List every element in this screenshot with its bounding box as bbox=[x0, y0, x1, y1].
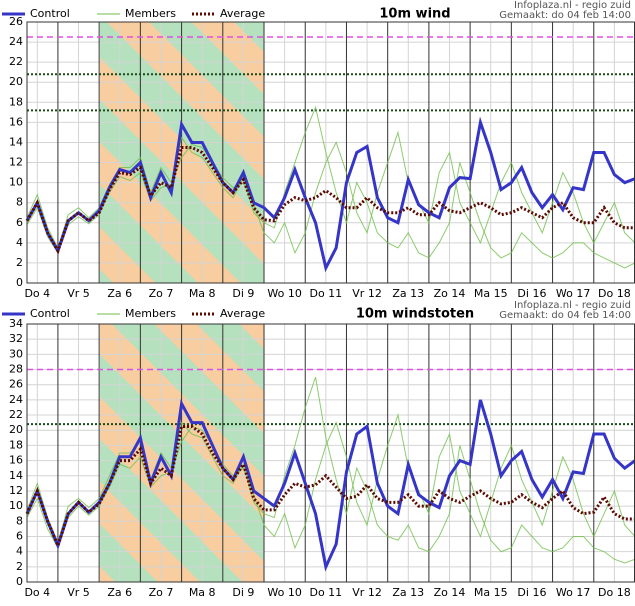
x-tick-label: Zo 7 bbox=[149, 586, 174, 599]
y-tick-label: 18 bbox=[9, 438, 23, 451]
x-tick-label: Di 16 bbox=[517, 287, 546, 300]
x-tick-label: Wo 10 bbox=[267, 586, 301, 599]
y-tick-label: 10 bbox=[9, 499, 23, 512]
x-tick-label: Do 4 bbox=[24, 586, 50, 599]
x-tick-label: Do 11 bbox=[309, 287, 342, 300]
y-tick-label: 16 bbox=[9, 115, 23, 128]
chart-title: 10m wind bbox=[379, 7, 450, 22]
legend-label: Members bbox=[125, 7, 176, 20]
y-tick-label: 24 bbox=[9, 393, 23, 406]
legend-label: Average bbox=[220, 7, 265, 20]
x-tick-label: Do 4 bbox=[24, 287, 50, 300]
x-tick-label: Vr 5 bbox=[67, 287, 90, 300]
y-tick-label: 16 bbox=[9, 454, 23, 467]
x-tick-label: Zo 14 bbox=[434, 586, 466, 599]
y-tick-label: 0 bbox=[16, 575, 23, 588]
x-tick-label: Vr 12 bbox=[352, 287, 382, 300]
x-tick-label: Ma 15 bbox=[474, 287, 508, 300]
chart-title: 10m windstoten bbox=[356, 307, 474, 322]
y-tick-label: 6 bbox=[16, 216, 23, 229]
y-tick-label: 12 bbox=[9, 484, 23, 497]
y-tick-label: 2 bbox=[16, 256, 23, 269]
y-tick-label: 8 bbox=[16, 514, 23, 527]
member-line bbox=[26, 105, 635, 269]
x-tick-label: Ma 8 bbox=[189, 586, 216, 599]
x-tick-label: Za 13 bbox=[392, 586, 424, 599]
y-tick-label: 26 bbox=[9, 15, 23, 28]
y-tick-label: 12 bbox=[9, 156, 23, 169]
y-tick-label: 26 bbox=[9, 378, 23, 391]
x-tick-label: Di 9 bbox=[232, 287, 254, 300]
legend-label: Control bbox=[30, 7, 70, 20]
legend-label: Control bbox=[30, 307, 70, 320]
member-line bbox=[26, 413, 635, 550]
y-tick-label: 4 bbox=[16, 545, 23, 558]
y-tick-label: 14 bbox=[9, 469, 23, 482]
x-tick-label: Do 11 bbox=[309, 586, 342, 599]
y-tick-label: 20 bbox=[9, 75, 23, 88]
y-tick-label: 22 bbox=[9, 55, 23, 68]
y-tick-label: 4 bbox=[16, 236, 23, 249]
x-tick-label: Za 6 bbox=[107, 287, 132, 300]
created-label: Gemaakt: do 04 feb 14:00 bbox=[499, 10, 631, 21]
source-label: Infoplaza.nl - regio zuid bbox=[514, 300, 631, 311]
x-tick-label: Za 6 bbox=[107, 586, 132, 599]
x-tick-label: Ma 8 bbox=[189, 287, 216, 300]
y-tick-label: 28 bbox=[9, 363, 23, 376]
x-tick-label: Di 16 bbox=[517, 586, 546, 599]
x-tick-label: Vr 12 bbox=[352, 586, 382, 599]
legend-label: Average bbox=[220, 307, 265, 320]
x-tick-label: Zo 14 bbox=[434, 287, 466, 300]
y-tick-label: 24 bbox=[9, 35, 23, 48]
created-label: Gemaakt: do 04 feb 14:00 bbox=[499, 310, 631, 321]
series-line bbox=[25, 116, 635, 273]
y-tick-label: 6 bbox=[16, 529, 23, 542]
x-tick-label: Do 18 bbox=[598, 586, 631, 599]
y-tick-label: 8 bbox=[16, 196, 23, 209]
y-tick-label: 10 bbox=[9, 176, 23, 189]
y-tick-label: 0 bbox=[16, 276, 23, 289]
member-line bbox=[26, 130, 635, 255]
y-tick-label: 34 bbox=[9, 317, 23, 330]
y-tick-label: 18 bbox=[9, 95, 23, 108]
x-tick-label: Do 18 bbox=[598, 287, 631, 300]
x-tick-label: Di 9 bbox=[232, 586, 254, 599]
y-tick-label: 20 bbox=[9, 423, 23, 436]
x-tick-label: Ma 15 bbox=[474, 586, 508, 599]
legend-label: Members bbox=[125, 307, 176, 320]
y-tick-label: 30 bbox=[9, 347, 23, 360]
x-tick-label: Wo 17 bbox=[556, 586, 590, 599]
x-tick-label: Zo 7 bbox=[149, 287, 174, 300]
member-line bbox=[26, 376, 635, 564]
y-tick-label: 22 bbox=[9, 408, 23, 421]
x-tick-label: Wo 17 bbox=[556, 287, 590, 300]
x-tick-label: Za 13 bbox=[392, 287, 424, 300]
series-line bbox=[25, 145, 635, 255]
x-tick-label: Wo 10 bbox=[267, 287, 301, 300]
y-tick-label: 2 bbox=[16, 560, 23, 573]
series-line bbox=[25, 398, 635, 572]
y-tick-label: 32 bbox=[9, 332, 23, 345]
x-tick-label: Vr 5 bbox=[67, 586, 90, 599]
series-line bbox=[25, 424, 635, 550]
y-tick-label: 14 bbox=[9, 135, 23, 148]
source-label: Infoplaza.nl - regio zuid bbox=[514, 0, 631, 11]
